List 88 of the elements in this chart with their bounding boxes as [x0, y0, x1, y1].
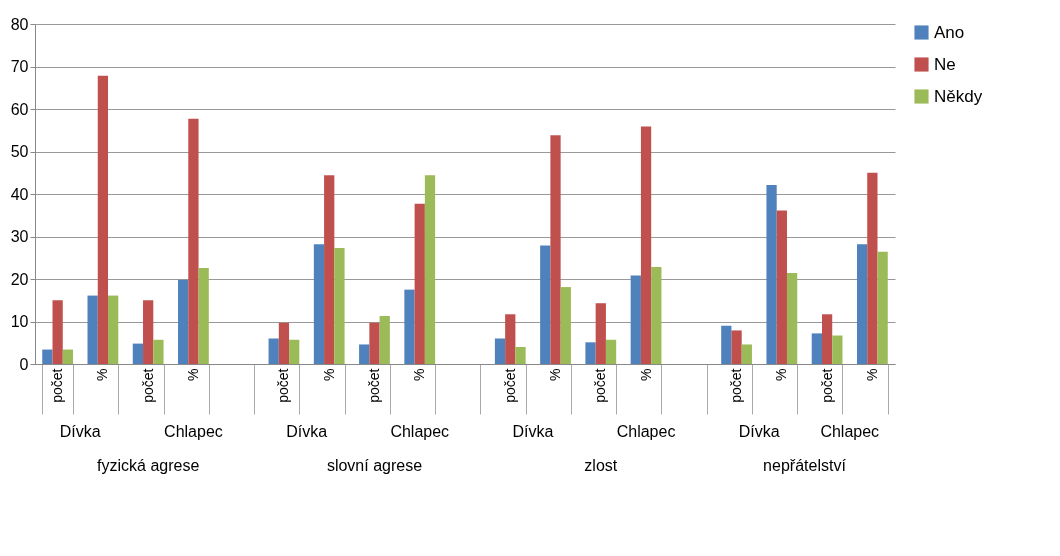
bar — [605, 339, 617, 364]
bar — [494, 338, 506, 364]
x-tick-label: % — [547, 368, 564, 381]
bar — [359, 344, 370, 364]
bar — [721, 325, 732, 364]
bar — [867, 172, 878, 364]
bar — [832, 335, 843, 364]
text: Chlapec — [164, 423, 223, 440]
x-tick-label: % — [94, 368, 111, 381]
x-tick-label: % — [863, 368, 880, 381]
bar — [786, 273, 798, 364]
y-tick-label: 0 — [19, 355, 29, 373]
text: Dívka — [512, 423, 554, 440]
bar — [62, 349, 74, 364]
bar — [334, 247, 345, 364]
text: zlost — [584, 457, 618, 474]
y-tick-label: 60 — [10, 100, 29, 118]
bar — [143, 300, 154, 364]
bar — [52, 300, 63, 364]
x-tick-label: počet — [49, 368, 66, 403]
x-tick-label: % — [320, 368, 337, 381]
y-tick-label: 80 — [10, 15, 29, 33]
x-tick-label: počet — [728, 368, 745, 403]
bar — [178, 279, 189, 364]
legend-label: Někdy — [934, 86, 983, 106]
text: slovní agrese — [326, 457, 423, 474]
x-tick-label: počet — [275, 368, 292, 403]
bar — [515, 347, 526, 364]
bar — [630, 275, 641, 364]
bar — [776, 210, 787, 364]
text: Dívka — [59, 423, 101, 440]
bar — [379, 315, 390, 364]
bar — [289, 339, 300, 364]
bar — [313, 244, 325, 364]
x-tick-label: % — [773, 368, 790, 381]
bar — [268, 338, 279, 364]
bar — [424, 175, 436, 364]
x-tick-label: počet — [501, 368, 518, 403]
y-tick-label: 30 — [10, 228, 29, 245]
bar — [560, 287, 571, 364]
y-tick-label: 70 — [10, 58, 29, 75]
bar — [550, 135, 561, 364]
bar — [877, 251, 888, 364]
bar — [731, 330, 742, 364]
text: Chlapec — [390, 423, 450, 440]
bar — [651, 267, 662, 364]
text: fyzická agrese — [97, 457, 200, 474]
bar — [595, 303, 606, 364]
bar — [821, 314, 833, 364]
bar — [505, 314, 516, 364]
text: Dívka — [286, 423, 328, 440]
bar — [811, 333, 822, 364]
bar — [324, 175, 335, 364]
text: Chlapec — [820, 423, 880, 440]
bar — [97, 75, 109, 364]
x-tick-label: počet — [365, 368, 382, 403]
legend-label: Ne — [934, 54, 956, 74]
bar — [198, 267, 209, 364]
bar — [585, 342, 596, 364]
bar — [132, 343, 144, 364]
bar — [87, 295, 98, 364]
x-tick-label: % — [637, 368, 654, 381]
bar — [741, 344, 752, 364]
y-tick-label: 20 — [10, 270, 29, 288]
y-tick-label: 40 — [10, 185, 29, 203]
bar — [856, 244, 868, 364]
text: Dívka — [738, 423, 780, 440]
x-tick-label: počet — [818, 368, 835, 403]
bar — [414, 203, 425, 364]
bar — [404, 289, 415, 364]
y-tick-label: 10 — [10, 313, 29, 330]
y-tick-label: 50 — [10, 143, 29, 160]
legend-label: Ano — [934, 22, 965, 42]
bar — [188, 118, 199, 364]
bar — [42, 349, 53, 364]
x-tick-label: počet — [139, 368, 156, 403]
text: Chlapec — [616, 423, 676, 440]
x-tick-label: počet — [592, 368, 609, 403]
x-tick-label: % — [184, 368, 201, 381]
bar — [108, 295, 119, 364]
bar — [153, 339, 164, 364]
bar — [540, 245, 551, 364]
bar — [278, 322, 290, 364]
bar — [369, 322, 380, 364]
bar — [766, 185, 777, 364]
text: nepřátelství — [763, 457, 847, 474]
bar — [640, 126, 652, 364]
x-tick-label: % — [411, 368, 428, 381]
